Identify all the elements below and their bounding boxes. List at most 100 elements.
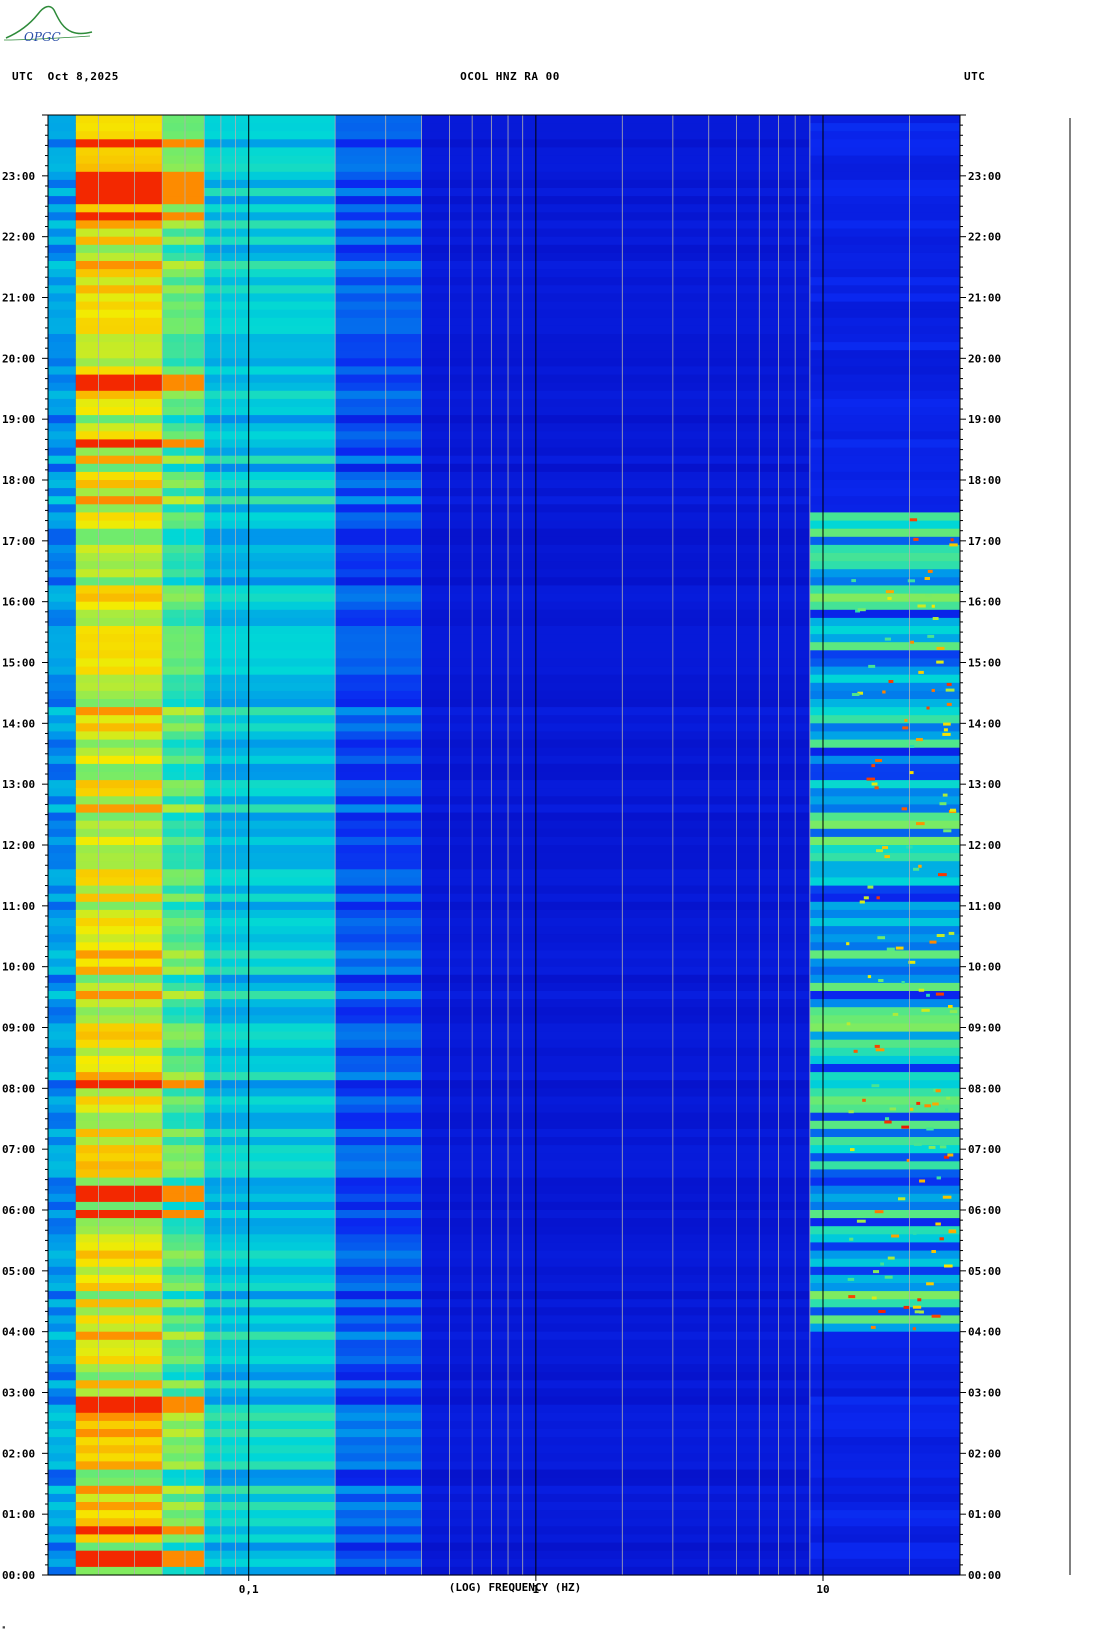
spectrogram-cell (204, 528, 336, 538)
spectrogram-cell (421, 1007, 810, 1016)
spectrogram-hotspot (938, 873, 947, 877)
spectrogram-cell (204, 163, 336, 173)
spectrogram-cell (204, 269, 336, 278)
spectrogram-cell (75, 1291, 163, 1300)
spectrogram-hotspot (909, 771, 914, 775)
spectrogram-cell (162, 220, 205, 230)
spectrogram-cell (204, 1566, 336, 1576)
spectrogram-cell (162, 147, 205, 157)
spectrogram-cell (335, 1364, 422, 1373)
spectrogram-cell (335, 1242, 422, 1252)
spectrogram-cell (335, 196, 422, 205)
spectrogram-cell (809, 901, 960, 911)
spectrogram-cell (75, 1356, 163, 1365)
spectrogram-hotspot (871, 782, 878, 786)
spectrogram-cell (204, 366, 336, 376)
spectrogram-cell (162, 674, 205, 684)
spectrogram-cell (75, 877, 163, 887)
spectrogram-hotspot (874, 1044, 880, 1048)
spectrogram-cell (335, 1274, 422, 1284)
spectrogram-hotspot (914, 1310, 920, 1314)
spectrogram-cell (335, 423, 422, 432)
spectrogram-cell (335, 1542, 422, 1552)
spectrogram-cell (335, 1088, 422, 1097)
spectrogram-cell (335, 342, 422, 351)
spectrogram-cell (75, 901, 163, 911)
spectrogram-hotspot (935, 992, 944, 996)
spectrogram-cell (162, 301, 205, 311)
spectrogram-cell (162, 1072, 205, 1081)
spectrogram-cell (162, 196, 205, 205)
spectrogram-cell (162, 1420, 205, 1430)
spectrogram-cell (809, 877, 960, 887)
spectrogram-cell (48, 1331, 76, 1341)
spectrogram-cell (421, 196, 810, 205)
spectrogram-cell (75, 1226, 163, 1235)
spectrogram-cell (75, 1072, 163, 1081)
spectrogram-cell (204, 1112, 336, 1122)
spectrogram-cell (48, 301, 76, 311)
spectrogram-cell (335, 269, 422, 278)
spectrogram-cell (48, 1550, 76, 1560)
corner-mark: ▪ (2, 1624, 6, 1631)
spectrogram-cell (204, 893, 336, 903)
spectrogram-hotspot (939, 1145, 947, 1149)
spectrogram-cell (809, 1088, 960, 1097)
spectrogram-cell (162, 974, 205, 984)
spectrogram-hotspot (851, 693, 860, 696)
spectrogram-cell (75, 1380, 163, 1389)
spectrogram-cell (204, 1518, 336, 1527)
spectrogram-cell (75, 431, 163, 440)
spectrogram-cell (335, 877, 422, 887)
y-tick-label-left: 00:00 (2, 1569, 35, 1582)
spectrogram-cell (809, 1477, 960, 1487)
spectrogram-cell (75, 504, 163, 513)
spectrogram-cell (162, 504, 205, 513)
spectrogram-cell (48, 585, 76, 595)
spectrogram-cell (809, 1550, 960, 1560)
spectrogram-cell (335, 325, 422, 335)
spectrogram-cell (48, 772, 76, 781)
spectrogram-cell (48, 1526, 76, 1535)
spectrogram-cell (204, 1526, 336, 1535)
spectrogram-cell (335, 1039, 422, 1049)
spectrogram-cell (162, 528, 205, 538)
spectrogram-cell (809, 682, 960, 692)
spectrogram-cell (75, 1250, 163, 1260)
spectrogram-cell (335, 845, 422, 854)
spectrogram-cell (162, 642, 205, 651)
spectrogram-heatmap (48, 115, 960, 1576)
spectrogram-cell (335, 228, 422, 238)
spectrogram-cell (162, 690, 205, 700)
spectrogram-hotspot (912, 1327, 916, 1331)
spectrogram-cell (335, 763, 422, 773)
spectrogram-cell (48, 999, 76, 1008)
spectrogram-cell (75, 131, 163, 140)
spectrogram-cell (421, 544, 810, 554)
spectrogram-cell (162, 569, 205, 578)
spectrogram-cell (421, 707, 810, 716)
y-tick-label-left: 10:00 (2, 961, 35, 974)
spectrogram-cell (335, 1477, 422, 1487)
spectrogram-cell (335, 1526, 422, 1535)
spectrogram-cell (48, 763, 76, 773)
spectrogram-cell (421, 812, 810, 822)
spectrogram-cell (75, 966, 163, 976)
spectrogram-cell (75, 163, 163, 173)
spectrogram-cell (162, 285, 205, 294)
spectrogram-hotspot (916, 822, 925, 826)
spectrogram-cell (204, 179, 336, 189)
spectrogram-cell (335, 1534, 422, 1544)
spectrogram-cell (421, 739, 810, 749)
spectrogram-cell (204, 1128, 336, 1138)
spectrogram-cell (48, 520, 76, 530)
spectrogram-cell (204, 918, 336, 927)
spectrogram-cell (421, 528, 810, 538)
spectrogram-cell (809, 739, 960, 749)
y-tick-label-right: 22:00 (968, 231, 1001, 244)
spectrogram-cell (809, 836, 960, 846)
spectrogram-cell (421, 836, 810, 846)
spectrogram-cell (48, 463, 76, 473)
spectrogram-cell (75, 317, 163, 327)
spectrogram-cell (48, 861, 76, 870)
